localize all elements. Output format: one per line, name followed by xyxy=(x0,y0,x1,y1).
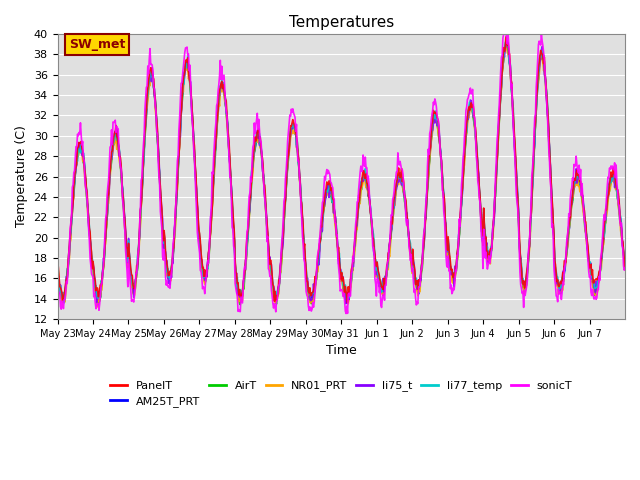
Legend: PanelT, AM25T_PRT, AirT, NR01_PRT, li75_t, li77_temp, sonicT: PanelT, AM25T_PRT, AirT, NR01_PRT, li75_… xyxy=(106,376,577,411)
Title: Temperatures: Temperatures xyxy=(289,15,394,30)
Text: SW_met: SW_met xyxy=(69,38,125,51)
X-axis label: Time: Time xyxy=(326,345,356,358)
Y-axis label: Temperature (C): Temperature (C) xyxy=(15,126,28,228)
